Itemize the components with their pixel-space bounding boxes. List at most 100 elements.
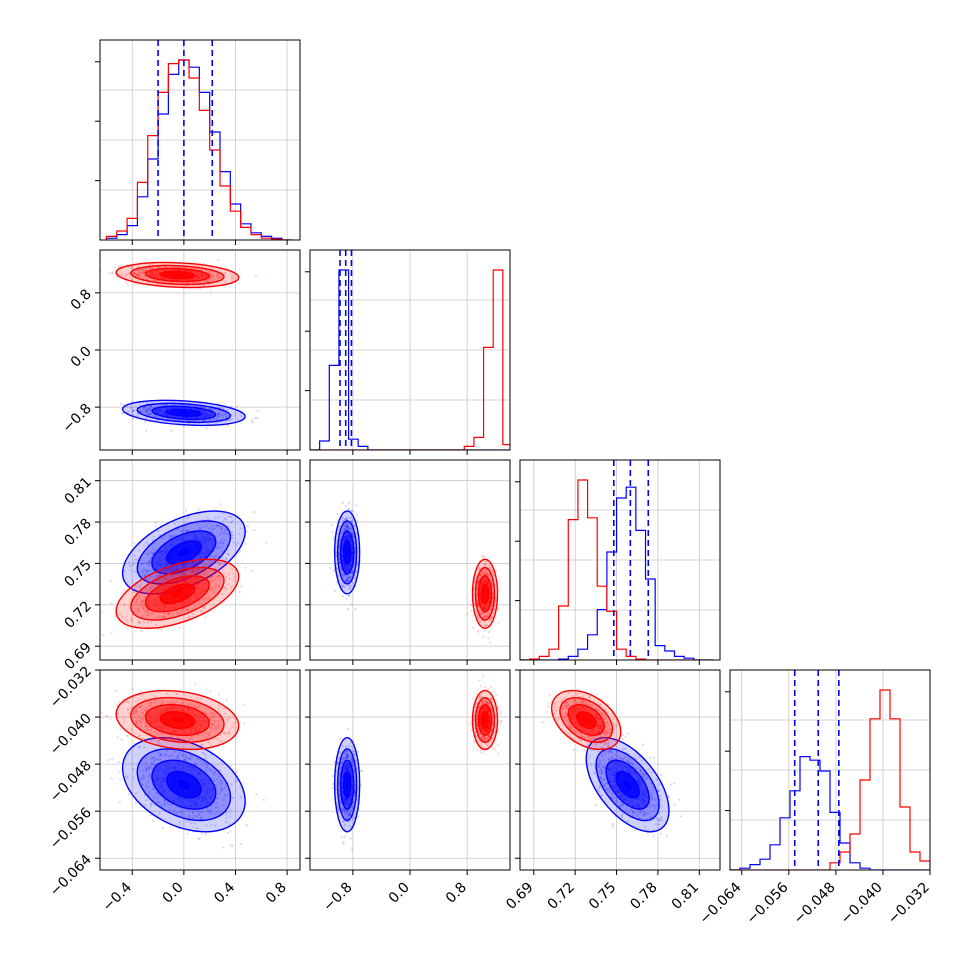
panel-frame-2-0 bbox=[99, 459, 301, 661]
scatter-point bbox=[215, 422, 218, 425]
scatter-point bbox=[346, 524, 349, 527]
scatter-point bbox=[338, 524, 342, 528]
contour-line bbox=[480, 583, 490, 605]
scatter-point bbox=[350, 527, 353, 530]
scatter-point bbox=[149, 551, 152, 554]
scatter-point bbox=[212, 588, 215, 591]
scatter-point bbox=[202, 598, 205, 601]
scatter-point bbox=[191, 817, 194, 820]
scatter-point bbox=[227, 583, 231, 586]
scatter-point bbox=[158, 582, 161, 585]
scatter-point bbox=[184, 282, 187, 285]
scatter-point bbox=[195, 287, 198, 290]
scatter-point bbox=[213, 408, 216, 411]
scatter-point bbox=[228, 577, 231, 581]
scatter-point bbox=[332, 535, 335, 538]
scatter-point bbox=[201, 561, 204, 564]
y-tick-label-2: 0.78 bbox=[61, 516, 94, 549]
scatter-point bbox=[136, 279, 140, 282]
scatter-point bbox=[107, 758, 110, 762]
scatter-point bbox=[215, 575, 219, 578]
scatter-point bbox=[220, 779, 223, 783]
scatter-point bbox=[210, 270, 213, 273]
scatter-point bbox=[137, 609, 140, 613]
scatter-point bbox=[229, 830, 232, 833]
scatter-point bbox=[489, 619, 492, 622]
scatter-point bbox=[337, 545, 341, 549]
scatter-point bbox=[155, 797, 159, 800]
scatter-point bbox=[225, 820, 228, 824]
scatter-point bbox=[144, 411, 147, 414]
y-tick-label-2: 0.72 bbox=[61, 598, 94, 631]
scatter-point bbox=[129, 407, 133, 410]
scatter-point bbox=[193, 554, 196, 557]
scatter-point bbox=[484, 624, 487, 627]
scatter-point bbox=[141, 599, 145, 602]
scatter-point bbox=[170, 574, 173, 577]
scatter-point bbox=[197, 813, 200, 816]
scatter-point bbox=[134, 607, 137, 610]
contour-line bbox=[115, 558, 240, 629]
scatter-point bbox=[487, 637, 490, 640]
scatter-point bbox=[208, 518, 211, 521]
scatter-point bbox=[216, 595, 219, 599]
scatter-point bbox=[196, 569, 199, 572]
scatter-point bbox=[186, 529, 189, 532]
scatter-point bbox=[496, 608, 499, 611]
scatter-point bbox=[239, 414, 242, 417]
scatter-point bbox=[488, 619, 491, 622]
scatter-point bbox=[165, 753, 168, 756]
scatter-point bbox=[131, 417, 134, 420]
scatter-point bbox=[225, 557, 228, 561]
scatter-point bbox=[131, 272, 135, 275]
scatter-point bbox=[124, 616, 127, 619]
contour-line bbox=[121, 399, 246, 427]
scatter-point bbox=[342, 519, 345, 522]
scatter-point bbox=[351, 571, 354, 574]
scatter-point bbox=[141, 272, 144, 275]
scatter-point bbox=[475, 615, 479, 618]
scatter-point bbox=[164, 578, 168, 581]
scatter-point bbox=[141, 606, 144, 609]
scatter-point bbox=[244, 566, 247, 569]
scatter-point bbox=[177, 575, 180, 578]
scatter-point bbox=[146, 408, 149, 411]
scatter-point bbox=[135, 601, 138, 604]
scatter-point bbox=[212, 276, 215, 279]
scatter-point bbox=[205, 571, 208, 574]
scatter-point bbox=[486, 573, 489, 577]
scatter-point bbox=[350, 602, 353, 605]
scatter-point bbox=[348, 579, 351, 583]
scatter-point bbox=[220, 530, 223, 533]
scatter-point bbox=[215, 524, 218, 527]
scatter-point bbox=[140, 562, 143, 565]
scatter-point bbox=[207, 271, 210, 274]
scatter-point bbox=[344, 504, 348, 508]
scatter-point bbox=[184, 509, 188, 512]
scatter-point bbox=[220, 787, 223, 790]
scatter-point bbox=[146, 409, 149, 413]
scatter-point bbox=[190, 568, 194, 571]
scatter-point bbox=[118, 761, 121, 764]
scatter-point bbox=[133, 541, 136, 544]
scatter-point bbox=[203, 607, 206, 610]
scatter-point bbox=[172, 535, 175, 538]
scatter-point bbox=[190, 570, 193, 573]
scatter-point bbox=[140, 600, 143, 603]
scatter-point bbox=[139, 629, 142, 633]
scatter-point bbox=[244, 542, 248, 546]
scatter-point bbox=[350, 520, 353, 523]
scatter-point bbox=[148, 561, 151, 565]
scatter-point bbox=[148, 791, 151, 794]
scatter-point bbox=[152, 548, 155, 551]
scatter-point bbox=[199, 287, 202, 290]
scatter-point bbox=[182, 754, 185, 757]
scatter-point bbox=[194, 682, 197, 685]
scatter-point bbox=[143, 406, 146, 409]
scatter-point bbox=[138, 602, 141, 605]
scatter-point bbox=[191, 570, 194, 573]
scatter-point bbox=[200, 763, 203, 767]
scatter-point bbox=[166, 612, 169, 615]
scatter-point bbox=[185, 608, 188, 611]
scatter-point bbox=[202, 570, 205, 573]
